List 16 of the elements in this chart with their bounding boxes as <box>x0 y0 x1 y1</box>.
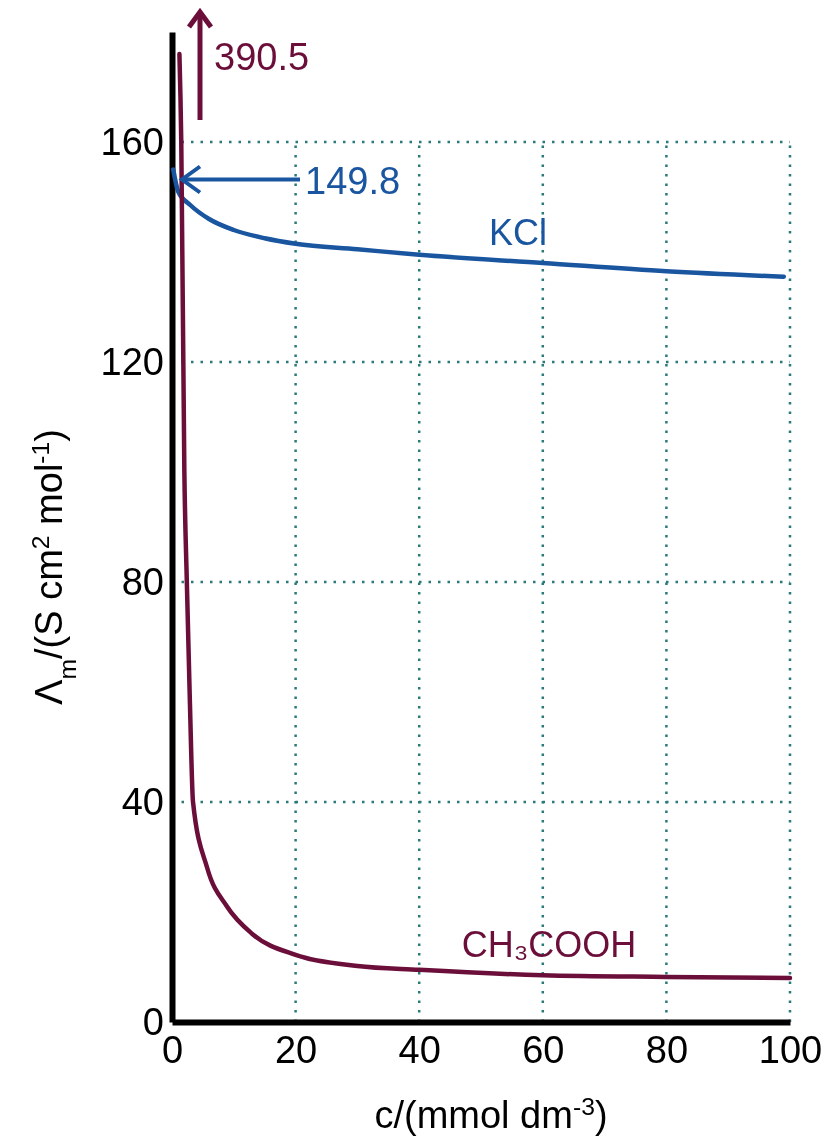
y-tick-label: 80 <box>121 560 164 603</box>
x-tick-label: 60 <box>522 1028 565 1071</box>
series-label: CH₃COOH <box>461 924 637 966</box>
y-tick-label: 40 <box>121 780 164 823</box>
x-tick-label: 80 <box>645 1028 689 1071</box>
line-series <box>170 167 787 279</box>
x-axis-title: c/(mmol dm$^{-3}$) <box>374 1092 608 1136</box>
x-tick-label: 20 <box>274 1028 318 1071</box>
annotation: 149.8 <box>305 159 401 202</box>
x-tick-label: 100 <box>758 1028 823 1071</box>
y-tick-label: 160 <box>100 120 164 163</box>
y-tick-label: 0 <box>142 1000 164 1043</box>
y-tick-label: 120 <box>100 340 164 383</box>
series-label: KCl <box>489 212 548 253</box>
x-tick-label: 40 <box>398 1028 441 1071</box>
annotation: 390.5 <box>214 36 310 78</box>
